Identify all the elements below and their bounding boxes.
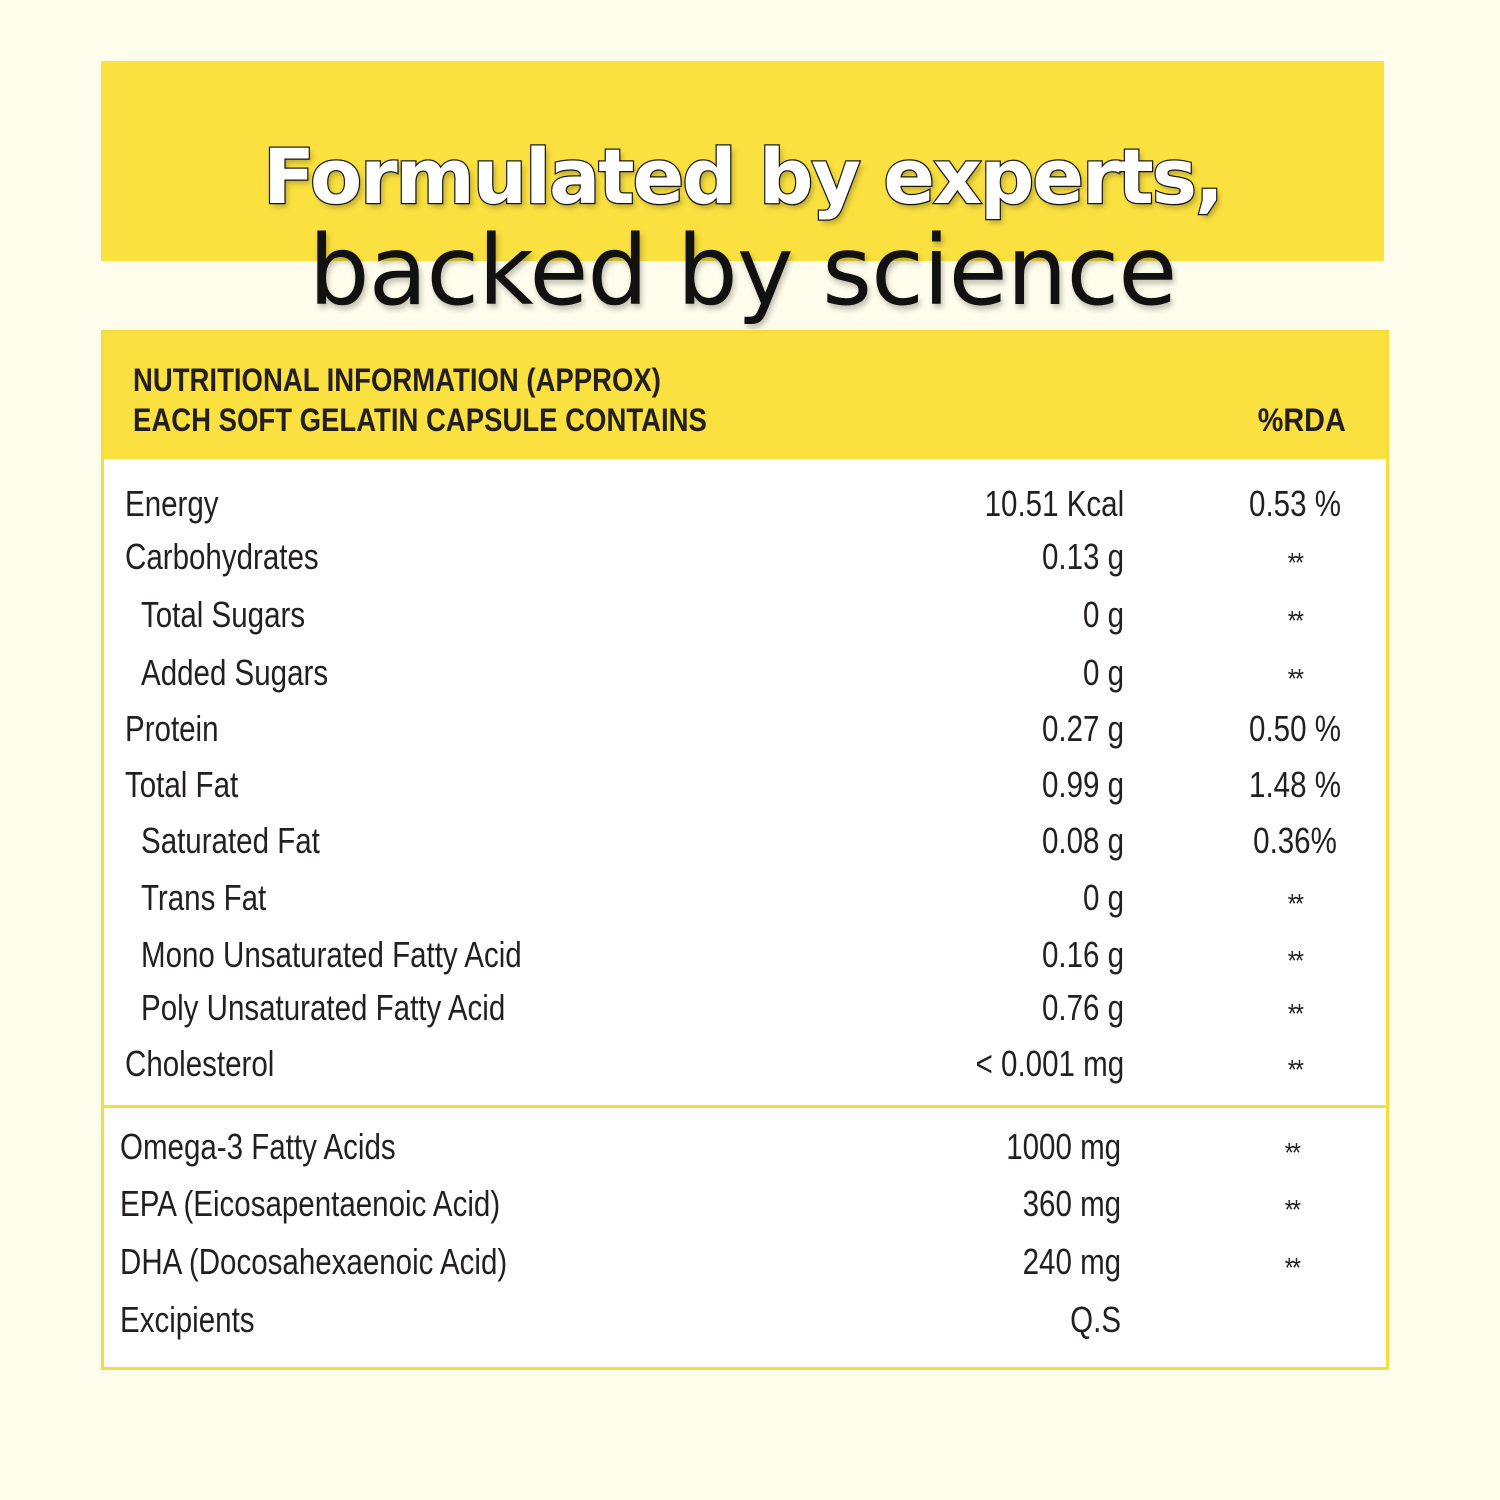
nutrient-name: Protein [125, 708, 219, 749]
nutrient-name: Poly Unsaturated Fatty Acid [141, 987, 506, 1028]
nutrient-amount: 0 g [1082, 594, 1124, 635]
nutrient-amount: 0.76 g [1041, 987, 1124, 1028]
nutrient-name: Excipients [120, 1299, 255, 1340]
nutrient-name: Omega-3 Fatty Acids [120, 1126, 396, 1167]
table-row-energy: Energy 10.51 Kcal 0.53 % [125, 483, 1341, 524]
nutrient-amount: 0 g [1082, 877, 1124, 918]
nutrient-amount: 360 mg [1022, 1183, 1121, 1224]
nutrient-amount: 0.08 g [1041, 820, 1124, 861]
rda-column-header: %RDA [1257, 402, 1346, 438]
nutrient-name: Carbohydrates [125, 536, 319, 577]
nutrient-name: Total Sugars [141, 594, 306, 635]
table-row-total-sugars: Total Sugars 0 g ** [141, 594, 1304, 636]
nutrient-name: Total Fat [125, 764, 239, 805]
nutrient-amount: 0.99 g [1041, 764, 1124, 805]
table-header: NUTRITIONAL INFORMATION (APPROX) EACH SO… [104, 333, 1386, 459]
nutrient-name: Added Sugars [141, 652, 329, 693]
table-row-total-fat: Total Fat 0.99 g 1.48 % [125, 764, 1341, 805]
table-row-cholesterol: Cholesterol < 0.001 mg ** [125, 1043, 1304, 1085]
nutrition-table: NUTRITIONAL INFORMATION (APPROX) EACH SO… [101, 330, 1389, 1370]
table-row-omega-3: Omega-3 Fatty Acids 1000 mg ** [120, 1126, 1301, 1168]
nutrient-amount: 1000 mg [1006, 1126, 1121, 1167]
nutrient-name: Saturated Fat [141, 820, 320, 861]
nutrient-name: Trans Fat [141, 877, 267, 918]
table-row-protein: Protein 0.27 g 0.50 % [125, 708, 1341, 749]
nutrient-amount: 0 g [1082, 652, 1124, 693]
table-title: NUTRITIONAL INFORMATION (APPROX) EACH SO… [133, 360, 707, 440]
nutrient-amount: 0.13 g [1041, 536, 1124, 577]
table-title-line-1: NUTRITIONAL INFORMATION (APPROX) [133, 362, 661, 398]
table-row-mufa: Mono Unsaturated Fatty Acid 0.16 g ** [141, 934, 1304, 976]
table-row-excipients: Excipients Q.S [104, 1298, 1386, 1342]
table-row-epa: EPA (Eicosapentaenoic Acid) 360 mg ** [120, 1183, 1301, 1225]
nutrient-name: DHA (Docosahexaenoic Acid) [120, 1241, 508, 1282]
nutrient-amount: 240 mg [1022, 1241, 1121, 1282]
nutrient-name: Mono Unsaturated Fatty Acid [141, 934, 522, 975]
nutrient-amount: Q.S [1070, 1299, 1121, 1340]
table-title-line-2: EACH SOFT GELATIN CAPSULE CONTAINS [133, 402, 707, 438]
table-row-carbohydrates: Carbohydrates 0.13 g ** [125, 536, 1304, 578]
headline-line-1: Formulated by experts, [262, 132, 1225, 221]
table-row-dha: DHA (Docosahexaenoic Acid) 240 mg ** [120, 1241, 1301, 1283]
headline-banner: Formulated by experts, backed by science [101, 61, 1384, 319]
headline-line-2: backed by science [308, 215, 1178, 327]
nutrient-name: Cholesterol [125, 1043, 275, 1084]
nutrient-amount: 0.27 g [1041, 708, 1124, 749]
table-row-saturated-fat: Saturated Fat 0.08 g 0.36% [141, 820, 1337, 861]
table-row-trans-fat: Trans Fat 0 g ** [141, 877, 1304, 919]
table-row-added-sugars: Added Sugars 0 g ** [141, 652, 1304, 694]
nutrient-name: EPA (Eicosapentaenoic Acid) [120, 1183, 501, 1224]
nutrient-amount: 0.16 g [1041, 934, 1124, 975]
nutrient-amount: 10.51 Kcal [984, 483, 1124, 524]
table-row-pufa: Poly Unsaturated Fatty Acid 0.76 g ** [141, 987, 1304, 1029]
nutrient-amount: < 0.001 mg [975, 1043, 1124, 1084]
section-divider [104, 1105, 1386, 1108]
nutrient-name: Energy [125, 483, 219, 524]
